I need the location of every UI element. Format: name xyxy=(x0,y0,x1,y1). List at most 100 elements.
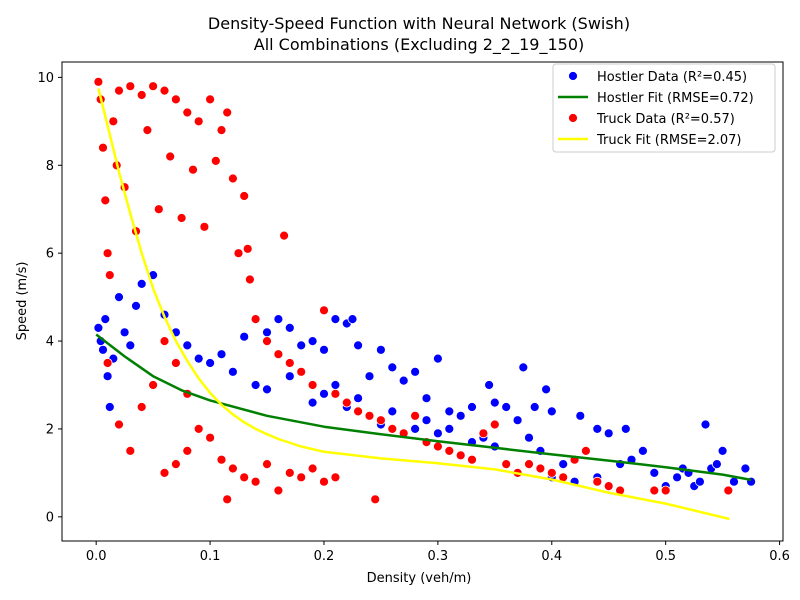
data-point xyxy=(98,344,108,355)
data-point xyxy=(546,406,557,417)
data-point xyxy=(114,419,124,430)
data-point xyxy=(284,467,295,478)
data-point xyxy=(432,441,443,452)
data-point xyxy=(603,481,614,492)
legend-label: Hostler Data (R²=0.45) xyxy=(597,70,747,85)
data-point xyxy=(330,472,341,483)
data-point xyxy=(102,371,113,382)
y-tick-label: 8 xyxy=(46,159,54,174)
data-point xyxy=(165,151,176,162)
data-point xyxy=(620,423,631,434)
data-point xyxy=(210,155,221,166)
data-point xyxy=(100,314,111,325)
data-point xyxy=(159,336,170,347)
series-1-points xyxy=(93,270,756,492)
data-point xyxy=(273,314,284,325)
data-point xyxy=(421,415,432,426)
y-tick-label: 0 xyxy=(46,510,54,525)
data-point xyxy=(148,81,159,92)
x-tick-label: 0.6 xyxy=(769,549,790,564)
data-point xyxy=(467,454,477,465)
data-point xyxy=(142,125,153,136)
data-point xyxy=(159,85,170,96)
y-axis-label: Speed (m/s) xyxy=(15,262,30,341)
data-point xyxy=(244,274,255,285)
legend-label: Truck Fit (RMSE=2.07) xyxy=(596,133,742,148)
data-point xyxy=(233,248,244,259)
data-point xyxy=(93,76,104,87)
chart-subtitle: All Combinations (Excluding 2_2_19_150) xyxy=(254,35,585,55)
data-point xyxy=(262,336,272,347)
data-point xyxy=(649,467,660,478)
data-point xyxy=(205,358,216,368)
data-point xyxy=(529,402,540,412)
data-point xyxy=(307,380,318,390)
legend-marker xyxy=(568,113,578,123)
chart-title: Density-Speed Function with Neural Netwo… xyxy=(208,14,630,33)
data-point xyxy=(501,459,512,470)
data-point xyxy=(695,476,705,487)
data-point xyxy=(250,314,261,325)
data-point xyxy=(444,445,455,456)
data-point xyxy=(307,463,318,474)
x-tick-label: 0.0 xyxy=(86,549,107,564)
data-point xyxy=(216,454,227,465)
data-point xyxy=(387,406,398,417)
legend: Hostler Data (R²=0.45) Hostler Fit (RMSE=… xyxy=(552,63,776,153)
data-point xyxy=(104,402,115,412)
data-point xyxy=(444,406,455,417)
data-point xyxy=(455,410,466,421)
data-point xyxy=(114,292,124,303)
data-point xyxy=(575,410,586,421)
data-point xyxy=(370,494,381,505)
data-point xyxy=(131,300,141,311)
data-point xyxy=(239,191,250,201)
data-point xyxy=(478,428,489,439)
data-point xyxy=(279,230,290,241)
data-point xyxy=(222,494,233,505)
data-point xyxy=(205,432,216,443)
data-point xyxy=(176,213,187,223)
data-point xyxy=(148,380,159,390)
data-point xyxy=(432,428,443,439)
data-point xyxy=(489,419,500,430)
data-point xyxy=(136,402,147,412)
data-point xyxy=(125,445,136,456)
data-point xyxy=(153,204,164,215)
data-point xyxy=(222,107,233,118)
data-point xyxy=(102,358,113,368)
data-point xyxy=(375,344,386,355)
data-point xyxy=(250,380,261,390)
data-point xyxy=(660,485,671,496)
data-point xyxy=(125,81,136,92)
data-point xyxy=(541,384,551,395)
fit-line-1 xyxy=(95,333,752,482)
data-point xyxy=(284,358,295,368)
data-point xyxy=(193,353,204,364)
data-point xyxy=(444,423,455,434)
data-point xyxy=(125,340,136,351)
data-point xyxy=(512,415,523,426)
data-point xyxy=(114,85,124,96)
fit-line-2 xyxy=(97,88,730,521)
data-point xyxy=(364,410,375,421)
data-point xyxy=(330,314,341,325)
data-point xyxy=(188,164,198,175)
y-tick-label: 6 xyxy=(46,247,54,262)
legend-marker xyxy=(568,71,578,81)
data-point xyxy=(717,445,728,456)
data-point xyxy=(353,340,364,351)
data-point xyxy=(296,472,307,483)
data-point xyxy=(410,423,421,434)
data-point xyxy=(262,459,272,470)
data-point xyxy=(319,476,329,487)
data-point xyxy=(273,485,284,496)
data-point xyxy=(239,331,250,342)
data-point xyxy=(410,410,421,421)
data-point xyxy=(501,402,512,412)
data-point xyxy=(535,463,546,474)
y-tick-label: 10 xyxy=(37,71,54,86)
data-point xyxy=(100,195,111,206)
data-point xyxy=(170,94,181,105)
